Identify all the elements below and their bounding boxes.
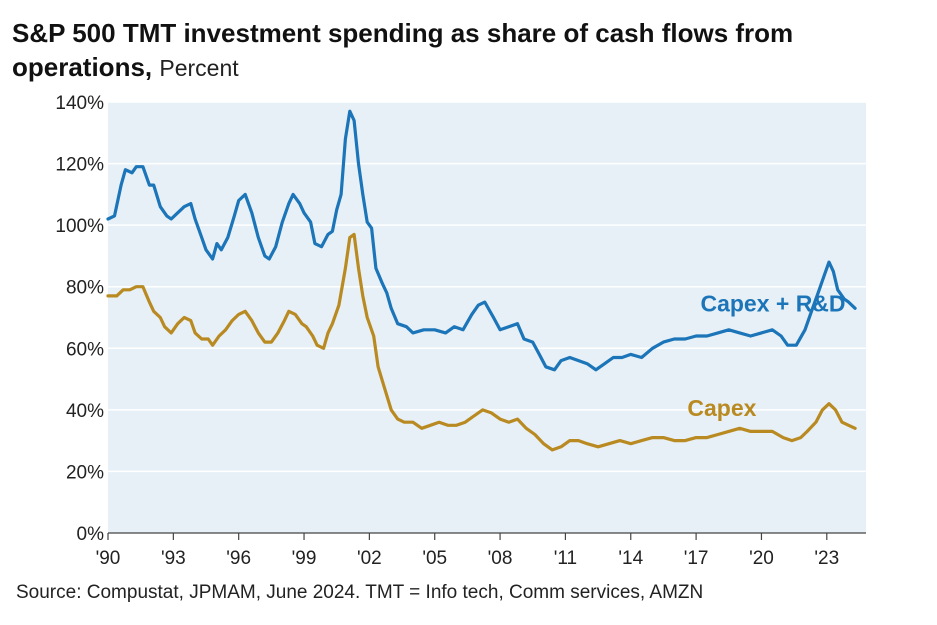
title-unit: Percent [159,55,239,81]
y-tick-label: 40% [66,401,104,422]
plot-area [108,102,866,533]
title-text: S&P 500 TMT investment spending as share… [12,18,794,82]
x-tick-label: '96 [226,548,251,569]
y-tick-label: 120% [55,155,104,176]
y-tick-label: 0% [77,524,105,545]
y-tick-label: 20% [66,462,104,483]
x-tick-label: '11 [554,548,577,569]
y-tick-label: 100% [55,216,104,237]
x-tick-label: '93 [161,548,186,569]
x-tick-label: '08 [488,548,513,569]
series-line-capex [106,232,857,452]
y-tick-label: 80% [66,278,104,299]
annotation-capex: Capex [687,395,756,421]
x-tick-label: '20 [749,548,774,569]
series-line-capex-r-d [106,109,857,372]
y-tick-label: 140% [55,93,104,114]
x-tick-label: '99 [292,548,317,569]
chart-svg: 0% 20% 40% 60% 80% 100% 120% 140% '90 '93 '96 '99 '0… [55,93,866,569]
x-tick-label: '14 [618,548,643,569]
x-tick-label: '05 [422,548,447,569]
annotation-capex-r-d: Capex + R&D [700,290,845,316]
x-tick-label: '23 [814,548,839,569]
y-tick-label: 60% [66,339,104,360]
x-tick-label: '90 [96,548,121,569]
x-tick-label: '02 [357,548,382,569]
x-tick-label: '17 [684,548,709,569]
source-note: Source: Compustat, JPMAM, June 2024. TMT… [16,582,704,603]
chart-title: S&P 500 TMT investment spending as share… [12,16,922,85]
